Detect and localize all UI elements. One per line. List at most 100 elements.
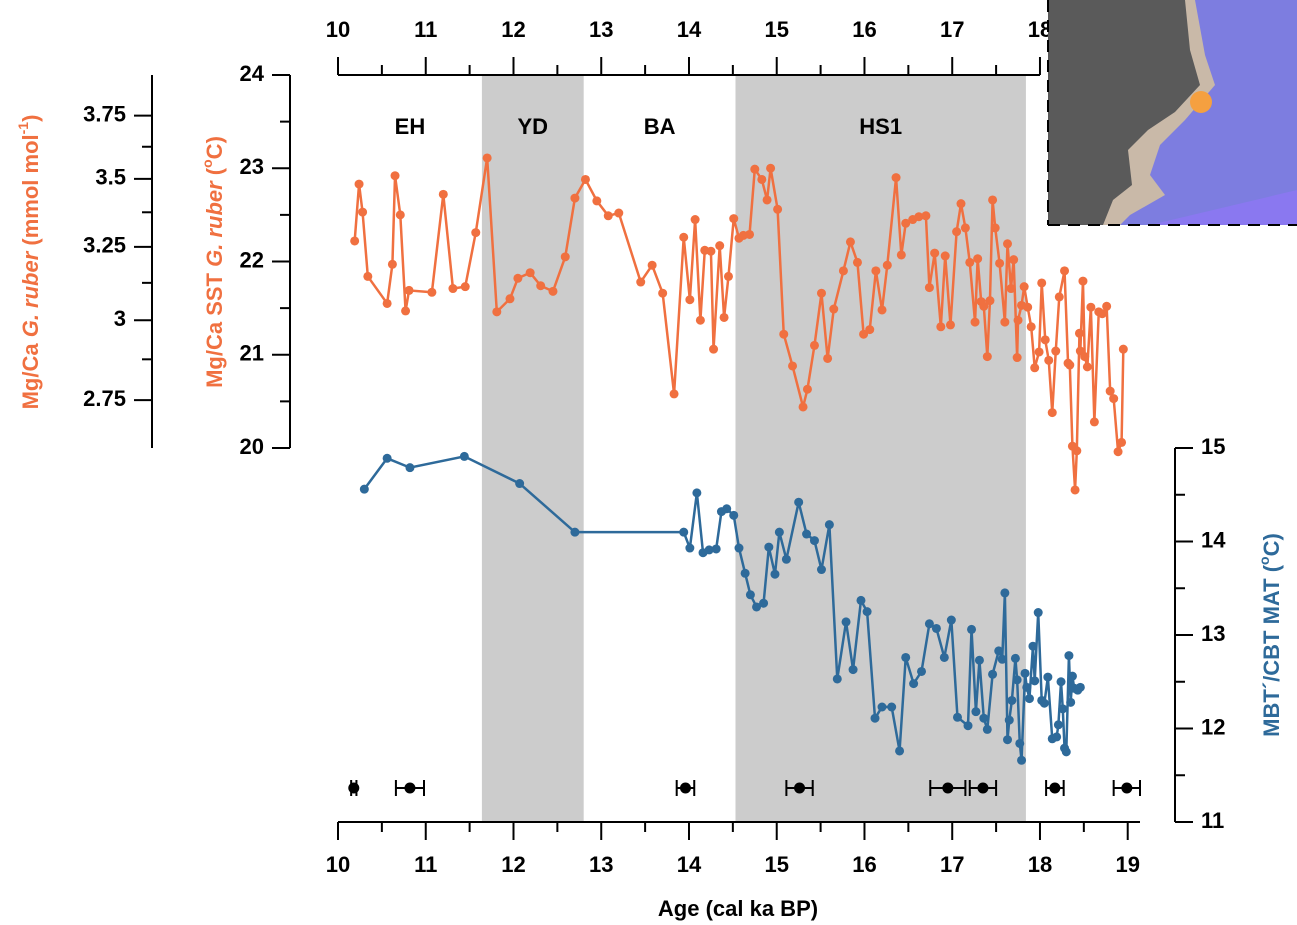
data-point: [729, 214, 738, 223]
data-point: [745, 230, 754, 239]
data-point: [985, 296, 994, 305]
label-part: C): [202, 136, 227, 159]
data-point: [1007, 284, 1016, 293]
data-point: [973, 254, 982, 263]
data-point: [1072, 446, 1081, 455]
data-point: [1003, 735, 1012, 744]
label-part: o: [1256, 556, 1272, 565]
tick-label: 2.75: [83, 386, 126, 411]
data-point: [865, 325, 874, 334]
data-point: [604, 211, 613, 220]
data-point: [1060, 266, 1069, 275]
data-point: [636, 278, 645, 287]
data-point: [1015, 739, 1024, 748]
data-point: [1076, 683, 1085, 692]
tick-label: 10: [326, 852, 350, 877]
data-point: [1023, 303, 1032, 312]
data-point: [1021, 669, 1030, 678]
data-point: [988, 670, 997, 679]
data-point: [871, 266, 880, 275]
data-point: [782, 555, 791, 564]
data-point: [810, 536, 819, 545]
tick-label: 16: [852, 17, 876, 42]
tick-label: 24: [240, 61, 265, 86]
tick-label: 13: [1201, 621, 1225, 646]
data-point: [1014, 316, 1023, 325]
data-point: [592, 196, 601, 205]
data-point: [794, 498, 803, 507]
tick-label: 12: [501, 17, 525, 42]
data-point: [1062, 747, 1071, 756]
data-point: [998, 655, 1007, 664]
data-point: [729, 511, 738, 520]
period-label: HS1: [859, 114, 902, 139]
data-point: [1109, 394, 1118, 403]
data-point: [1000, 318, 1009, 327]
data-point: [975, 656, 984, 665]
y2-axis-label-text: MBT´/CBT MAT (oC): [1256, 533, 1284, 737]
label-part: G. ruber: [18, 250, 43, 337]
data-point: [715, 241, 724, 250]
data-point: [953, 713, 962, 722]
data-point: [735, 544, 744, 553]
tick-label: 12: [501, 852, 525, 877]
chart: EHYDBAHS120212223242.7533.253.53.7511121…: [0, 0, 1297, 925]
tick-label: 13: [589, 852, 613, 877]
data-point: [401, 306, 410, 315]
data-point: [817, 565, 826, 574]
data-point: [994, 646, 1003, 655]
y3-axis-label-text: Mg/Ca G. ruber (mmol mol-1): [15, 115, 43, 410]
data-point: [614, 209, 623, 218]
data-point: [505, 294, 514, 303]
data-point: [823, 354, 832, 363]
data-point: [1051, 347, 1060, 356]
tick-label: 18: [1028, 852, 1052, 877]
data-point: [1058, 704, 1067, 713]
data-point: [350, 236, 359, 245]
data-point: [709, 345, 718, 354]
data-point: [685, 544, 694, 553]
y2-axis-label: MBT´/CBT MAT (oC): [1256, 533, 1284, 737]
data-point: [863, 607, 872, 616]
data-point: [1055, 292, 1064, 301]
data-point: [947, 616, 956, 625]
data-point: [712, 544, 721, 553]
data-point: [846, 237, 855, 246]
data-point: [658, 289, 667, 298]
data-point: [759, 599, 768, 608]
data-point: [696, 316, 705, 325]
data-point: [383, 299, 392, 308]
data-point: [773, 205, 782, 214]
data-point: [685, 295, 694, 304]
tick-label: 19: [1115, 852, 1139, 877]
age-control-point: [1049, 783, 1060, 794]
data-point: [925, 283, 934, 292]
data-point: [1052, 732, 1061, 741]
label-part: Mg/Ca SST: [202, 267, 227, 388]
label-part: ): [18, 115, 43, 122]
data-point: [892, 173, 901, 182]
data-point: [1030, 363, 1039, 372]
tick-label: 14: [677, 852, 702, 877]
tick-label: 14: [677, 17, 702, 42]
data-point: [1119, 345, 1128, 354]
data-point: [439, 190, 448, 199]
data-point: [722, 504, 731, 513]
label-part: (mmol mol: [18, 134, 43, 251]
data-point: [1037, 278, 1046, 287]
data-point: [427, 288, 436, 297]
data-point: [746, 590, 755, 599]
data-point: [779, 330, 788, 339]
data-point: [956, 199, 965, 208]
age-control-point: [977, 783, 988, 794]
data-point: [471, 228, 480, 237]
period-label: YD: [518, 114, 549, 139]
label-part: o: [199, 159, 215, 168]
data-point: [799, 402, 808, 411]
data-point: [396, 210, 405, 219]
data-point: [536, 281, 545, 290]
data-point: [1005, 716, 1014, 725]
label-part: -1: [15, 122, 31, 135]
data-point: [388, 260, 397, 269]
data-point: [810, 341, 819, 350]
